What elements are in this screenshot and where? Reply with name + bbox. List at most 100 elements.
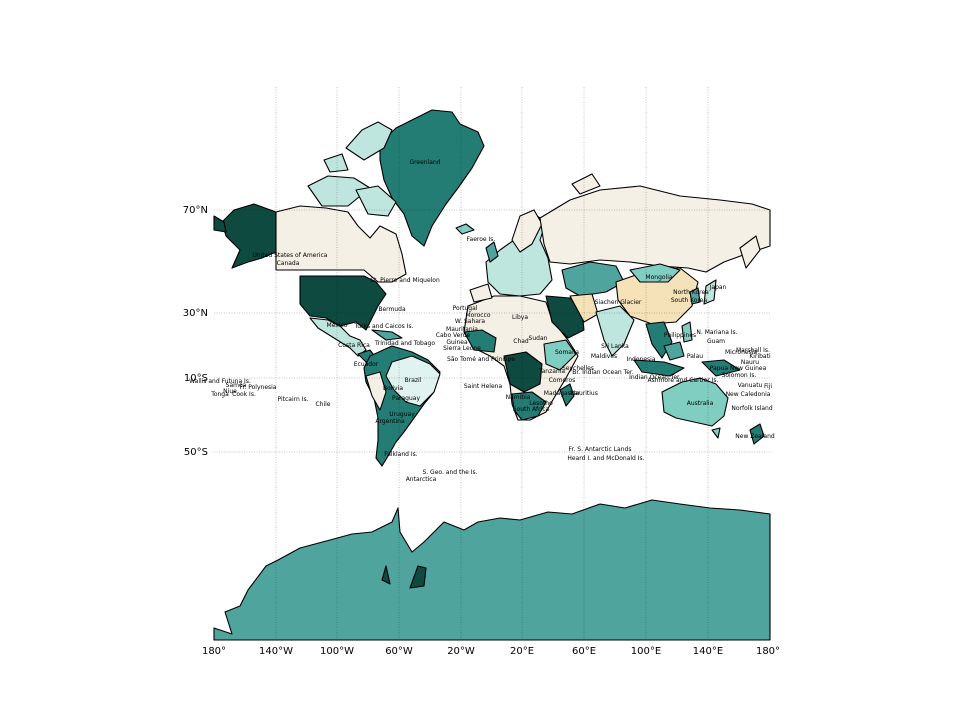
country-label: St. Pierre and Miquelon [370, 277, 440, 284]
arctic-island [355, 185, 397, 217]
borneo-landmass [663, 341, 685, 361]
india-landmass [595, 305, 635, 357]
aleutian-islands [213, 215, 227, 233]
indonesia-landmass [633, 359, 685, 377]
country-label: Australia [687, 400, 714, 407]
britain-landmass [485, 241, 499, 263]
country-label: South Korea [671, 297, 708, 304]
arctic-island [345, 121, 393, 161]
antarctica-landmass [213, 499, 771, 641]
country-label: Portugal [453, 305, 478, 312]
country-label: North Korea [673, 289, 709, 296]
country-label: Samoa [226, 382, 247, 389]
country-label: Libya [512, 314, 528, 321]
iberia-landmass [469, 283, 493, 303]
lon-tick-label: 20°E [510, 646, 534, 657]
lat-tick-label: 30°N [183, 308, 208, 319]
country-label: Vanuatu [738, 382, 763, 389]
country-label: Solomon Is. [722, 372, 757, 379]
country-label: W. Sahara [455, 318, 485, 325]
kamchatka [739, 235, 761, 269]
tasmania-landmass [711, 427, 721, 439]
russia-landmass [539, 185, 771, 273]
country-label: Bolivia [383, 385, 403, 392]
country-label: Japan [709, 284, 727, 291]
lon-tick-label: 140°E [693, 646, 723, 657]
arctic-island [323, 153, 349, 173]
country-label: Niue [223, 388, 237, 395]
country-label: Paraguay [392, 395, 420, 402]
middle-east-landmass [545, 295, 585, 339]
madagascar-landmass [559, 383, 575, 407]
usa-landmass [299, 275, 387, 331]
country-labels: Greenland Faeroe Is. United States of Am… [189, 159, 775, 483]
country-label: Seychelles [562, 365, 594, 372]
iceland-landmass [455, 223, 475, 235]
antarctic-island [381, 565, 391, 585]
lon-tick-label: 140°W [259, 646, 293, 657]
country-label: Argentina [375, 418, 405, 425]
country-label: Micronesia [725, 349, 757, 356]
caribbean-islands [371, 329, 403, 341]
country-label: Wallis and Futuna Is. [189, 378, 251, 385]
canada-landmass [275, 205, 407, 283]
lon-tick-label: 20°W [447, 646, 475, 657]
country-label: Falkland Is. [384, 451, 417, 458]
country-label: Mongolia [645, 274, 672, 281]
lon-tick-label: 100°W [320, 646, 354, 657]
country-label: Chad [513, 338, 529, 345]
country-label: Saint Helena [464, 383, 503, 390]
country-label: Papua New Guinea [710, 365, 767, 372]
graticule [214, 87, 770, 640]
country-label: Siachen Glacier [595, 299, 642, 306]
country-label: N. Mariana Is. [696, 329, 737, 336]
lon-tick-label: 100°E [631, 646, 661, 657]
arctic-islands-russia [571, 173, 601, 195]
lon-tick-label: 60°E [572, 646, 596, 657]
country-label: Mauritania [446, 326, 478, 333]
australia-landmass [661, 377, 729, 427]
lat-tick-label: 10°S [184, 373, 208, 384]
country-label: Somalia [555, 349, 579, 356]
country-label: Namibia [506, 394, 531, 401]
country-label: Palau [687, 353, 703, 360]
country-label: Lesotho [529, 400, 553, 407]
east-africa-region [543, 339, 577, 371]
country-label: Morocco [465, 312, 490, 319]
country-label: Mexico [327, 322, 348, 329]
lon-tick-label: 180° [756, 646, 780, 657]
country-label: Comoros [549, 377, 576, 384]
country-label: Ashmore and Cartier Is. [648, 377, 719, 384]
country-label: Guinea [446, 339, 468, 346]
country-label: Madagascar [544, 390, 581, 397]
country-label: Cook Is. [232, 391, 256, 398]
country-label: Sudan [529, 335, 548, 342]
country-label: Turks and Caicos Is. [353, 323, 413, 330]
country-label: Heard I. and McDonald Is. [567, 455, 644, 462]
country-label: Indian Ocean Ter. [629, 374, 681, 381]
mexico-landmass [309, 317, 367, 357]
lat-tick-label: 70°N [183, 205, 208, 216]
country-label: Guam [707, 338, 725, 345]
country-label: Brazil [405, 377, 422, 384]
andes-region [365, 371, 387, 411]
country-label: New Caledonia [726, 391, 771, 398]
mongolia-landmass [629, 263, 681, 283]
country-label: Sri Lanka [601, 343, 629, 350]
country-label: Uruguay [389, 411, 415, 418]
country-label: Kiribati [749, 353, 771, 360]
country-label: Br. Indian Ocean Ter. [572, 369, 634, 376]
new-guinea-landmass [701, 359, 741, 377]
country-label: S. Geo. and the Is. [422, 469, 477, 476]
korea-landmass [689, 287, 701, 305]
country-label: Ecuador [354, 361, 379, 368]
country-label: New Zealand [735, 433, 775, 440]
southern-africa-region [511, 391, 547, 421]
brazil-landmass [385, 355, 441, 407]
lat-tick-label: 50°S [184, 447, 208, 458]
kazakhstan-landmass [561, 261, 625, 297]
philippines-landmass [681, 321, 693, 343]
country-label: Bermuda [378, 306, 406, 313]
country-label: Fiji [764, 383, 772, 390]
